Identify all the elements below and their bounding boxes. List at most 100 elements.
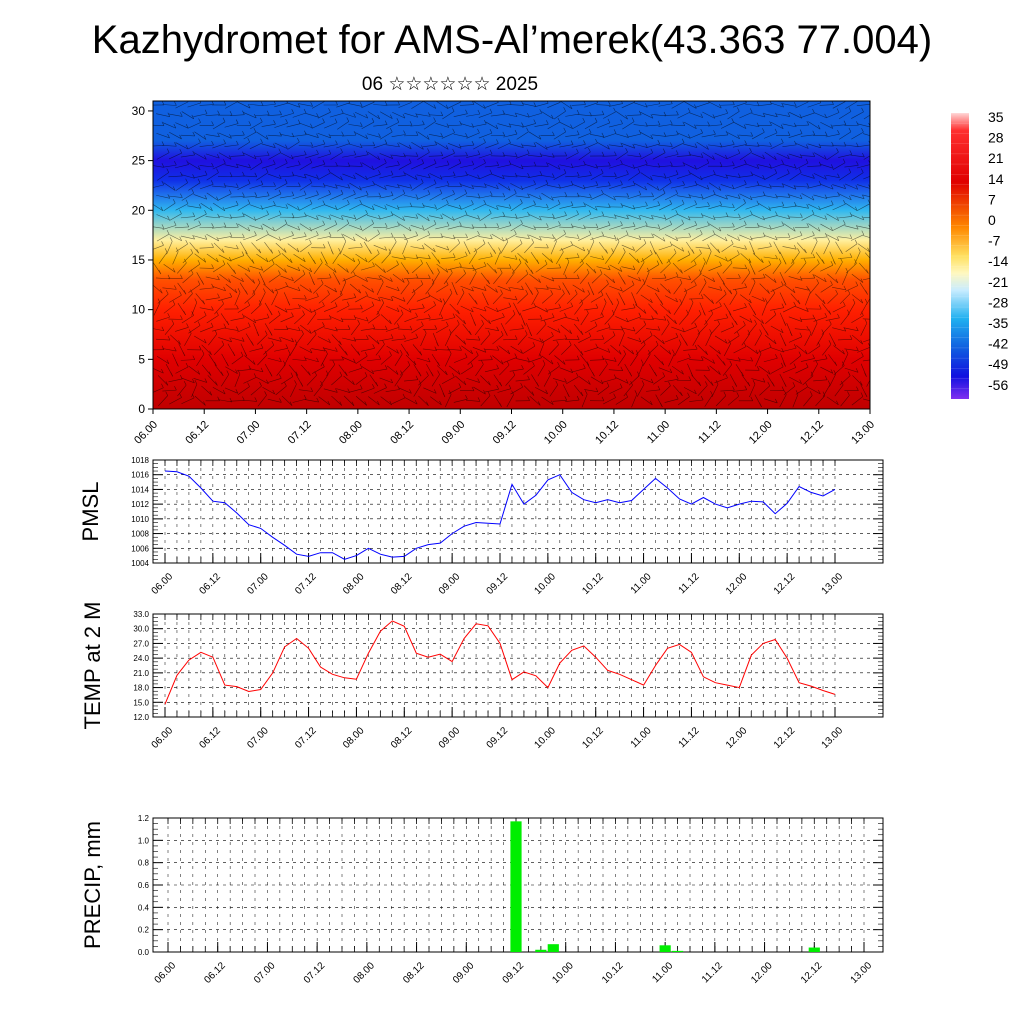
wind-barb bbox=[175, 101, 189, 109]
wind-barb bbox=[510, 243, 523, 253]
precip-bar bbox=[671, 950, 684, 952]
wind-barb-feather bbox=[632, 326, 636, 332]
wind-barb-feather bbox=[525, 289, 528, 295]
wind-barb-feather bbox=[405, 237, 408, 242]
wind-barb-feather bbox=[650, 298, 653, 303]
wind-barb bbox=[313, 384, 323, 397]
wind-barb-feather bbox=[855, 185, 859, 190]
wind-barb bbox=[788, 316, 803, 322]
wind-barb bbox=[435, 184, 450, 189]
wind-barb-feather bbox=[284, 219, 288, 224]
wind-barb bbox=[851, 111, 864, 119]
wind-barb-feather bbox=[762, 215, 765, 221]
wind-barb bbox=[573, 344, 584, 356]
wind-barb-feather bbox=[322, 160, 326, 165]
wind-barb-feather bbox=[608, 101, 611, 106]
wind-barb-feather bbox=[644, 103, 648, 108]
wind-barb bbox=[411, 101, 424, 109]
wind-barb-feather bbox=[605, 249, 608, 254]
wind-barb-feather bbox=[817, 124, 821, 130]
wind-barb-feather bbox=[517, 311, 521, 316]
wind-barb bbox=[342, 193, 356, 200]
wind-barb-feather bbox=[254, 172, 258, 177]
wind-barb-feather bbox=[675, 236, 678, 241]
wind-barb-feather bbox=[247, 382, 250, 387]
wind-barb-feather bbox=[415, 231, 418, 236]
wind-barb bbox=[180, 359, 195, 361]
wind-barb bbox=[243, 152, 257, 160]
wind-barb bbox=[287, 203, 300, 211]
wind-barb bbox=[292, 236, 307, 240]
wind-barb bbox=[385, 184, 400, 189]
wind-barb bbox=[416, 296, 431, 302]
wind-barb-feather bbox=[679, 299, 682, 304]
wind-barb-feather bbox=[670, 142, 673, 147]
wind-barb-feather bbox=[719, 200, 723, 206]
wind-barb bbox=[193, 174, 208, 179]
wind-barb bbox=[342, 253, 356, 263]
wind-barb-feather bbox=[824, 215, 828, 220]
wind-barb bbox=[286, 265, 300, 272]
wind-barb bbox=[466, 173, 480, 180]
wind-barb bbox=[423, 101, 437, 109]
wind-barb-feather bbox=[680, 391, 683, 396]
wind-barb bbox=[819, 183, 834, 190]
wind-barb bbox=[331, 395, 342, 406]
wind-barb-feather bbox=[769, 142, 772, 147]
wind-barb-feather bbox=[558, 303, 561, 308]
wind-barb-feather bbox=[874, 236, 876, 240]
wind-barb-feather bbox=[273, 101, 276, 105]
wind-barb bbox=[400, 282, 410, 295]
wind-barb-feather bbox=[582, 184, 586, 190]
wind-barb bbox=[361, 284, 374, 293]
wind-barb-feather bbox=[360, 242, 363, 248]
wind-barb bbox=[484, 349, 499, 351]
wind-barb bbox=[692, 333, 700, 346]
wind-barb-feather bbox=[576, 274, 580, 279]
wind-barb bbox=[348, 367, 363, 373]
wind-barb-feather bbox=[527, 234, 530, 239]
wind-barb-feather bbox=[650, 134, 654, 140]
wind-barb bbox=[212, 163, 226, 170]
y-tick-label: 1006 bbox=[131, 544, 149, 553]
wind-barb bbox=[498, 182, 511, 191]
wind-barb-feather bbox=[278, 250, 281, 255]
wind-barb bbox=[205, 276, 220, 281]
wind-barb bbox=[267, 398, 282, 403]
wind-barb bbox=[268, 152, 281, 160]
wind-barb-feather bbox=[798, 168, 802, 173]
wind-barb-feather bbox=[422, 203, 425, 208]
wind-barb-feather bbox=[383, 268, 386, 273]
wind-barb-feather bbox=[198, 220, 201, 225]
y-axis-title: PRECIP, mm bbox=[80, 821, 105, 949]
wind-barb-feather bbox=[856, 121, 859, 126]
wind-barb-feather bbox=[297, 206, 300, 211]
wind-barb bbox=[423, 121, 436, 130]
wind-barb bbox=[627, 154, 642, 158]
wind-barb bbox=[517, 293, 528, 304]
wind-barb bbox=[293, 273, 306, 283]
wind-barb bbox=[331, 334, 342, 345]
wind-barb bbox=[851, 273, 864, 283]
colorbar-label: 0 bbox=[988, 212, 996, 228]
colorbar-label: -28 bbox=[988, 294, 1008, 310]
wind-barb-feather bbox=[875, 355, 877, 359]
wind-barb-feather bbox=[773, 310, 777, 315]
wind-barb-feather bbox=[309, 329, 312, 334]
wind-barb bbox=[281, 395, 293, 406]
wind-barb-feather bbox=[165, 391, 168, 396]
wind-barb bbox=[509, 328, 524, 331]
wind-barb bbox=[658, 203, 672, 211]
wind-barb bbox=[554, 293, 565, 305]
wind-barb-feather bbox=[344, 371, 348, 376]
wind-barb-feather bbox=[260, 343, 264, 349]
wind-barb bbox=[170, 334, 181, 345]
wind-barb-feather bbox=[764, 298, 768, 303]
wind-barb bbox=[631, 394, 638, 408]
wind-barb bbox=[317, 336, 331, 343]
wind-barb bbox=[528, 337, 542, 343]
wind-barb-feather bbox=[464, 189, 468, 194]
wind-barb bbox=[317, 111, 331, 119]
wind-barb bbox=[472, 347, 487, 353]
wind-barb bbox=[695, 205, 710, 209]
